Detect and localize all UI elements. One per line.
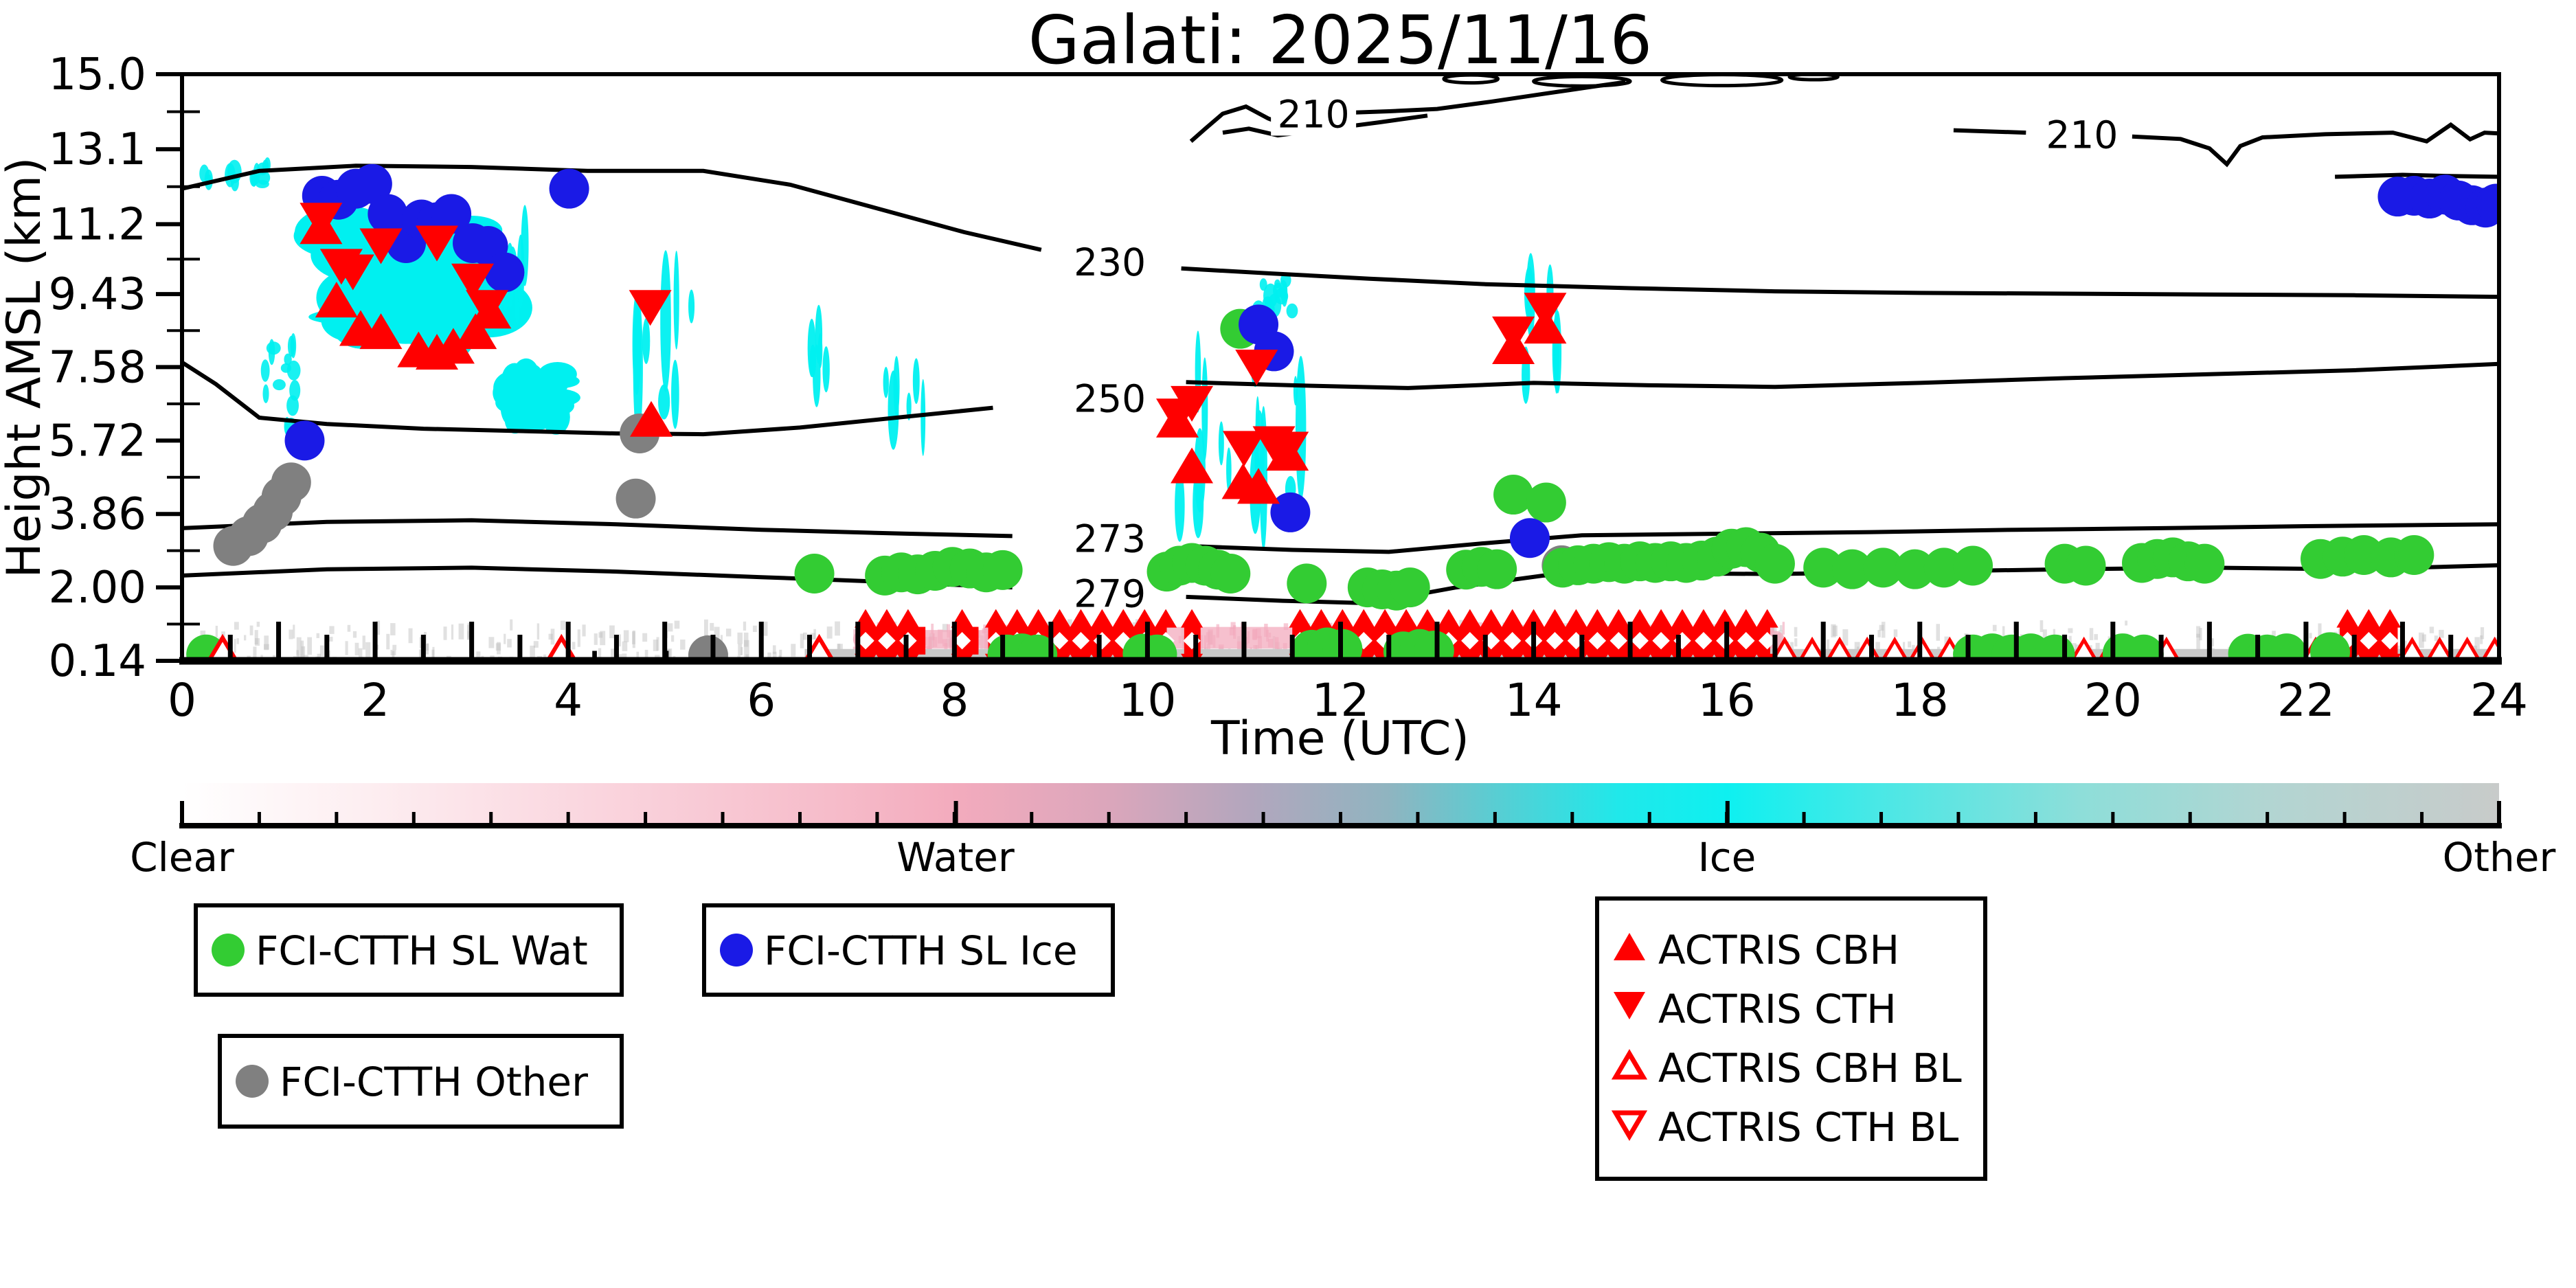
- colorbar-ticks: [179, 801, 2502, 828]
- y-tick-label-0.14: 0.14: [49, 636, 147, 687]
- colorbar-label-ice: Ice: [1698, 834, 1756, 881]
- legend-fci-ctth-other: FCI-CTTH Other: [218, 1034, 624, 1129]
- legend-label-wat: FCI-CTTH SL Wat: [256, 927, 588, 974]
- legend-label-cbh: ACTRIS CBH: [1658, 927, 1899, 973]
- station-annotation: dzol: [569, 643, 674, 702]
- legend-marker-cth-triangle-down-icon: [1614, 992, 1645, 1019]
- x-tick-label-6: 6: [747, 674, 776, 727]
- contour-label-250: 250: [1074, 376, 1146, 420]
- temperature-contours: [182, 74, 2499, 606]
- x-tick-label-12: 12: [1312, 674, 1370, 727]
- legend-marker-wat-circle: [212, 934, 245, 967]
- plot-area: 210 210 230 250 273 279 dzol: [182, 74, 2499, 702]
- y-tick-label-13.1: 13.1: [49, 124, 147, 175]
- contour-label-230: 230: [1074, 240, 1146, 284]
- series-fci-ctth-sl-wat: [186, 308, 2434, 661]
- y-tick-label-7.58: 7.58: [49, 342, 147, 393]
- legend-marker-cbh-bl-open-triangle-up-icon: [1611, 1049, 1648, 1080]
- chart-title: Galati: 2025/11/16: [1028, 1, 1653, 79]
- x-tick-label-20: 20: [2084, 674, 2142, 727]
- x-tick-label-8: 8: [940, 674, 969, 727]
- x-tick-label-18: 18: [1891, 674, 1949, 727]
- x-axis-label: Time (UTC): [1210, 712, 1469, 766]
- x-tick-label-16: 16: [1698, 674, 1756, 727]
- classification-colorbar: Clear Water Ice Other: [130, 783, 2555, 881]
- legend-actris: ACTRIS CBH ACTRIS CTH ACTRIS CBH BL ACTR…: [1595, 896, 1987, 1181]
- x-tick-label-2: 2: [361, 674, 389, 727]
- contour-label-210: 210: [1278, 92, 1350, 136]
- y-tick-label-2.00: 2.00: [49, 563, 147, 613]
- colorbar-label-other: Other: [2443, 834, 2556, 881]
- legend-marker-cth-bl-open-triangle-down-icon: [1611, 1110, 1648, 1141]
- y-axis-label: Height AMSL (km): [0, 157, 52, 578]
- legend-fci-ctth-sl-ice: FCI-CTTH SL Ice: [702, 903, 1115, 997]
- contour-label-279: 279: [1074, 572, 1146, 616]
- y-tick-label-3.86: 3.86: [49, 489, 147, 540]
- legend-label-other: FCI-CTTH Other: [280, 1059, 588, 1105]
- colorbar-label-clear: Clear: [130, 834, 234, 881]
- legend-label-cth-bl: ACTRIS CTH BL: [1658, 1104, 1958, 1151]
- contour-labels: 210 210 230 250 273 279: [1067, 91, 2125, 616]
- plot-frame: 0 2 4 6 8 10 12 14 16 18 20 22 2415.013.111.29.437.5…: [49, 49, 2528, 727]
- y-tick-label-11.2: 11.2: [49, 199, 147, 250]
- x-tick-label-0: 0: [168, 674, 196, 727]
- x-tick-label-24: 24: [2470, 674, 2528, 727]
- y-tick-label-9.43: 9.43: [49, 269, 147, 320]
- series-actris-cth: [300, 203, 1567, 468]
- x-tick-label-14: 14: [1505, 674, 1563, 727]
- colorbar-label-water: Water: [896, 834, 1015, 881]
- legend-label-cth: ACTRIS CTH: [1658, 986, 1897, 1032]
- legend-marker-cbh-triangle-up-icon: [1614, 933, 1645, 960]
- x-tick-label-10: 10: [1118, 674, 1176, 727]
- y-tick-label-15.0: 15.0: [49, 49, 147, 100]
- x-tick-label-4: 4: [554, 674, 583, 727]
- contour-label-273: 273: [1074, 517, 1146, 561]
- legend-fci-ctth-sl-wat: FCI-CTTH SL Wat: [194, 903, 624, 997]
- contour-label-210: 210: [2046, 113, 2118, 157]
- legend-marker-other-circle: [236, 1065, 269, 1098]
- legend-marker-ice-circle: [720, 934, 753, 967]
- legend-label-cbh-bl: ACTRIS CBH BL: [1658, 1045, 1962, 1092]
- legend-label-ice: FCI-CTTH SL Ice: [764, 927, 1078, 974]
- x-tick-label-22: 22: [2277, 674, 2335, 727]
- y-tick-label-5.72: 5.72: [49, 416, 147, 466]
